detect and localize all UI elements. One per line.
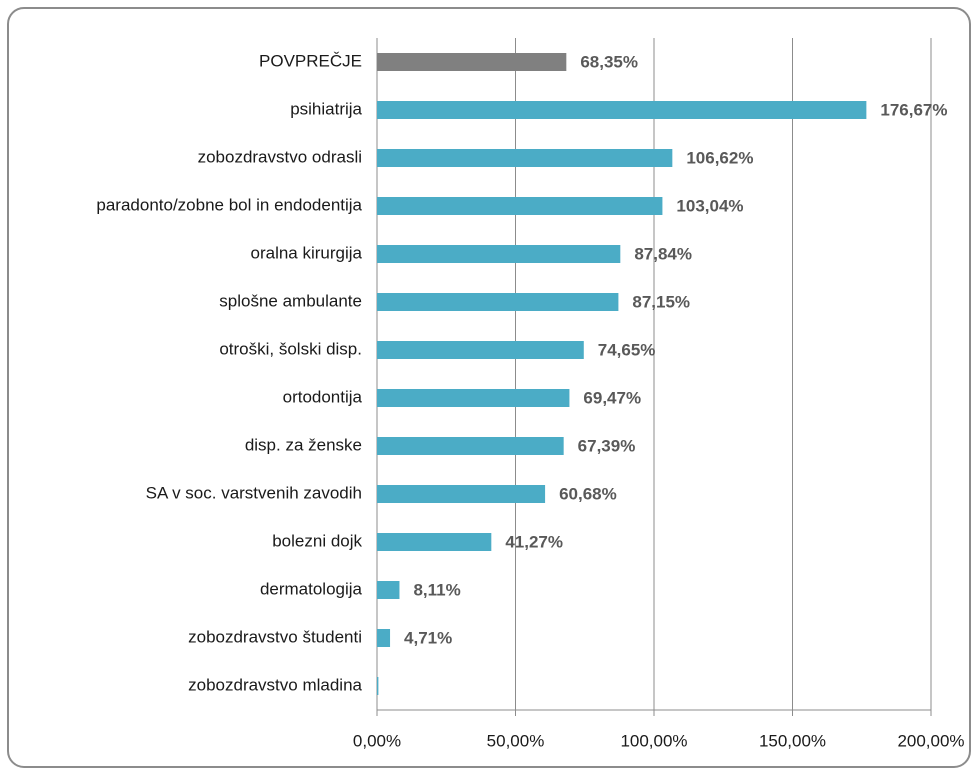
bar	[377, 389, 570, 407]
y-tick-label: splošne ambulante	[219, 291, 362, 310]
y-tick-label: psihiatrija	[290, 99, 362, 118]
bar	[377, 629, 391, 647]
y-tick-label: zobozdravstvo mladina	[188, 675, 362, 694]
x-tick-label: 150,00%	[759, 731, 826, 750]
bar	[377, 437, 564, 455]
value-label: 87,84%	[634, 244, 692, 263]
x-tick-label: 100,00%	[620, 731, 687, 750]
bar	[377, 245, 621, 263]
bar	[377, 581, 400, 599]
y-tick-label: oralna kirurgija	[251, 243, 363, 262]
bar	[377, 533, 492, 551]
y-tick-label: disp. za ženske	[245, 435, 362, 454]
y-tick-label: zobozdravstvo odrasli	[198, 147, 362, 166]
value-label: 4,71%	[404, 628, 452, 647]
y-tick-label: bolezni dojk	[272, 531, 362, 550]
y-tick-label: paradonto/zobne bol in endodentija	[96, 195, 362, 214]
value-label: 8,11%	[413, 580, 460, 599]
bar	[377, 149, 673, 167]
value-label: 103,04%	[676, 196, 743, 215]
y-tick-label: dermatologija	[260, 579, 363, 598]
x-tick-label: 0,00%	[353, 731, 401, 750]
value-label: 68,35%	[580, 52, 638, 71]
y-tick-label: zobozdravstvo študenti	[188, 627, 362, 646]
y-tick-label: otroški, šolski disp.	[219, 339, 362, 358]
y-tick-label: ortodontija	[283, 387, 363, 406]
bar	[377, 485, 546, 503]
value-label: 67,39%	[578, 436, 636, 455]
bar	[377, 293, 619, 311]
bar	[377, 677, 379, 695]
value-label: 87,15%	[632, 292, 690, 311]
x-tick-label: 200,00%	[897, 731, 964, 750]
frame	[7, 7, 971, 768]
value-label: 74,65%	[598, 340, 656, 359]
y-tick-label: SA v soc. varstvenih zavodih	[146, 483, 362, 502]
x-tick-label: 50,00%	[487, 731, 545, 750]
value-label: 60,68%	[559, 484, 617, 503]
bar	[377, 53, 567, 71]
value-label: 41,27%	[505, 532, 563, 551]
y-tick-label: POVPREČJE	[259, 51, 362, 70]
bar	[377, 341, 584, 359]
value-label: 176,67%	[880, 100, 947, 119]
value-label: 69,47%	[583, 388, 641, 407]
value-label: 106,62%	[686, 148, 753, 167]
bar	[377, 101, 867, 119]
bar	[377, 197, 663, 215]
